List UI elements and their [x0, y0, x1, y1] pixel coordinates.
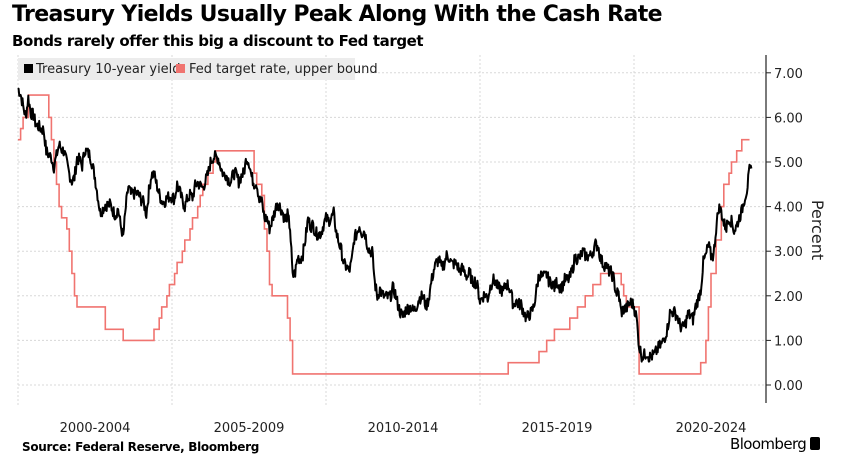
- series-fed-target-rate: [18, 94, 750, 375]
- y-tick-label: 0.00: [774, 379, 803, 394]
- y-tick-label: 6.00: [774, 111, 803, 126]
- y-tick-label: 7.00: [774, 67, 803, 82]
- series-treasury-10y-yield: [17, 87, 753, 363]
- y-tick-label: 5.00: [774, 156, 803, 171]
- y-tick-label: 1.00: [774, 334, 803, 349]
- x-tick-label: 2020-2024: [676, 421, 747, 436]
- chart-subtitle: Bonds rarely offer this big a discount t…: [12, 32, 424, 50]
- legend-label-fed: Fed target rate, upper bound: [189, 62, 378, 77]
- x-tick-label: 2015-2019: [522, 421, 593, 436]
- x-tick-label: 2010-2014: [368, 421, 439, 436]
- y-tick-label: 2.00: [774, 290, 803, 305]
- chart-title: Treasury Yields Usually Peak Along With …: [12, 2, 663, 27]
- y-axis-label: Percent: [808, 200, 827, 260]
- legend-background: [18, 58, 355, 80]
- x-tick-label: 2005-2009: [214, 421, 285, 436]
- y-tick-label: 4.00: [774, 201, 803, 216]
- brand-text: Bloomberg: [730, 435, 807, 453]
- bloomberg-logo: Bloomberg: [730, 435, 821, 453]
- legend-swatch-fed: [176, 64, 185, 73]
- legend-swatch-treasury: [24, 64, 33, 73]
- source-note: Source: Federal Reserve, Bloomberg: [22, 440, 260, 454]
- bloomberg-terminal-icon: [810, 437, 821, 450]
- x-tick-label: 2000-2004: [60, 421, 131, 436]
- legend-label-treasury: Treasury 10-year yield: [35, 62, 181, 77]
- y-tick-label: 3.00: [774, 245, 803, 260]
- legend: Treasury 10-year yield Fed target rate, …: [24, 62, 378, 77]
